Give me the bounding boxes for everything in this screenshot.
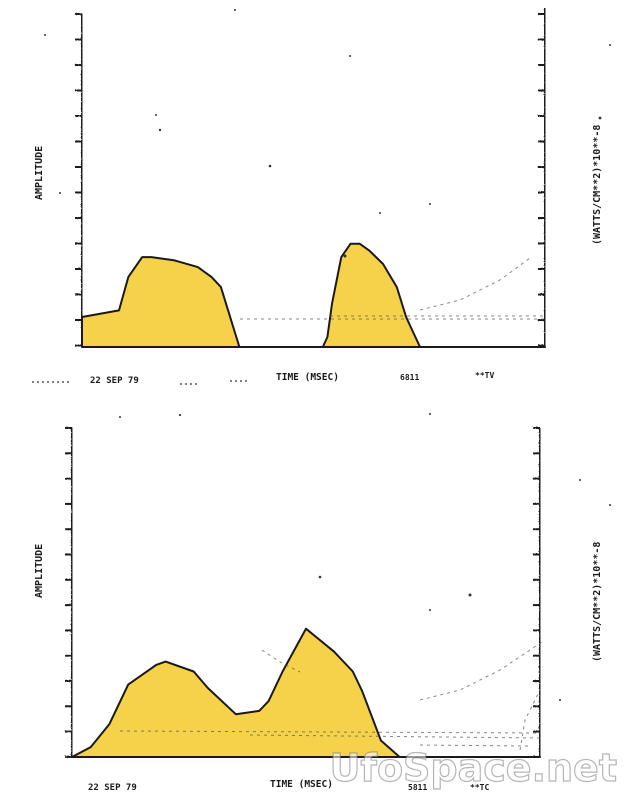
top-footer-scratches bbox=[32, 380, 250, 385]
top-right-axis bbox=[538, 8, 546, 347]
bottom-footer-mark-2: **TC bbox=[470, 783, 489, 792]
bottom-right-axis-label: (WATTS/CM**2)*10**-8 bbox=[592, 542, 603, 662]
top-noise-traces bbox=[240, 257, 545, 320]
top-stray-dots bbox=[44, 9, 611, 258]
bottom-x-axis-label: TIME (MSEC) bbox=[270, 779, 333, 790]
top-left-axis bbox=[75, 13, 83, 347]
bottom-y-axis-label: AMPLITUDE bbox=[34, 544, 45, 598]
bottom-right-axis bbox=[533, 427, 541, 758]
bottom-left-axis bbox=[65, 427, 73, 758]
top-date-label: 22 SEP 79 bbox=[90, 376, 139, 386]
top-footer-mark-1: 6811 bbox=[400, 373, 419, 382]
watermark: UfoSpace.net bbox=[330, 746, 617, 790]
top-footer-mark-2: **TV bbox=[475, 371, 494, 380]
bottom-chart-panel: AMPLITUDE (WATTS/CM**2)*10**-8 22 SEP 79… bbox=[34, 413, 611, 793]
top-series-area bbox=[81, 242, 546, 348]
top-chart-panel: AMPLITUDE (WATTS/CM**2)*10**-8 22 SEP 79… bbox=[32, 8, 611, 386]
bottom-footer-mark-1: 5811 bbox=[408, 783, 427, 792]
bottom-stray-dots bbox=[119, 413, 611, 701]
top-right-axis-label: (WATTS/CM**2)*10**-8 bbox=[592, 125, 603, 245]
top-y-axis-label: AMPLITUDE bbox=[34, 146, 45, 200]
top-x-axis-label: TIME (MSEC) bbox=[276, 372, 339, 383]
bottom-date-label: 22 SEP 79 bbox=[88, 783, 137, 793]
bottom-noise-traces bbox=[119, 639, 546, 751]
